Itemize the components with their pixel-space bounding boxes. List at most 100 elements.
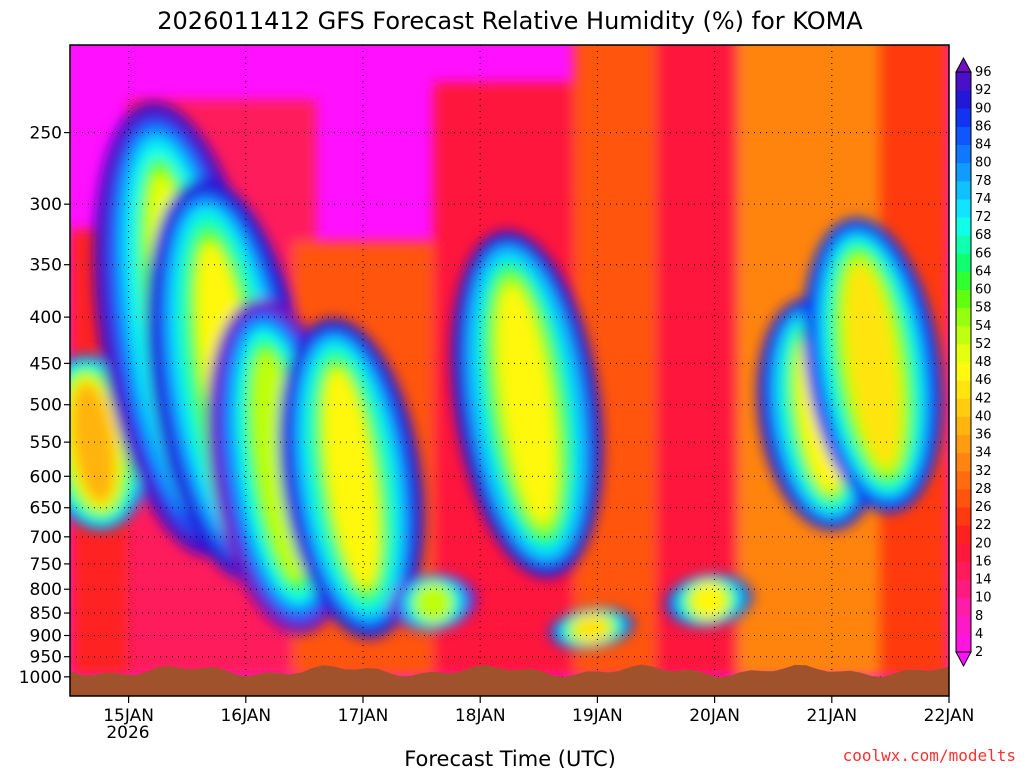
colorbar-label-72: 72	[975, 210, 992, 225]
colorbar-swatch-12	[956, 434, 971, 454]
plume-0-contour-0	[71, 382, 116, 503]
colorbar-swatch-2	[956, 615, 971, 635]
x-tick-label-20JAN: 20JAN	[689, 706, 740, 726]
colorbar-swatch-26	[956, 180, 971, 200]
colorbar-swatch-5	[956, 561, 971, 580]
colorbar-arrow-high	[955, 56, 972, 73]
colorbar-label-46: 46	[975, 373, 992, 388]
colorbar-swatch-7	[956, 525, 971, 544]
gridlines	[70, 45, 949, 696]
plot-area	[70, 45, 949, 696]
plume-5	[389, 573, 478, 632]
colorbar-swatch-11	[956, 452, 971, 472]
x-tick-label-22JAN: 22JAN	[924, 706, 975, 726]
colorbar-label-78: 78	[975, 174, 992, 189]
colorbar-swatch-15	[956, 380, 971, 399]
colorbar-label-34: 34	[975, 446, 992, 461]
colorbar-label-4: 4	[975, 627, 983, 642]
chart-title: 2026011412 GFS Forecast Relative Humidit…	[157, 7, 863, 35]
colorbar-label-58: 58	[975, 301, 992, 316]
plume-5-contour-0	[415, 583, 451, 623]
plume-10-contour-0	[846, 264, 900, 467]
colorbar-arrow-low	[955, 651, 972, 668]
y-tick-label-250: 250	[30, 124, 62, 144]
x-axis-title: Forecast Time (UTC)	[404, 747, 616, 768]
plume-10	[803, 218, 943, 513]
y-tick-label-800: 800	[30, 580, 62, 600]
y-axis: 2503003504004505005506006507007508008509…	[19, 124, 70, 688]
colorbar-swatch-20	[956, 289, 971, 309]
y-tick-label-600: 600	[30, 467, 62, 487]
colorbar-swatch-31	[956, 90, 971, 109]
colorbar-label-48: 48	[975, 355, 992, 370]
y-tick-label-850: 850	[30, 604, 62, 624]
colorbar-swatch-16	[956, 362, 971, 381]
colorbar-swatch-19	[956, 307, 971, 327]
colorbar-swatch-4	[956, 579, 971, 599]
surface-terrain	[70, 664, 949, 696]
x-axis: 15JAN 16JAN 17JAN 18JAN 19JAN 20JAN 21JAN 22JAN	[103, 696, 974, 726]
colorbar-frame	[955, 71, 972, 653]
colorbar-swatch-21	[956, 271, 971, 290]
y-tick-label-300: 300	[30, 195, 62, 215]
y-tick-label-650: 650	[30, 499, 62, 519]
colorbar-swatch-9	[956, 488, 971, 508]
colorbar-label-80: 80	[975, 156, 992, 171]
colorbar-label-20: 20	[975, 536, 992, 551]
colorbar-label-96: 96	[975, 65, 992, 80]
plot-frame	[69, 44, 950, 697]
credit: coolwx.com/modelts	[843, 746, 1016, 765]
colorbar-swatch-18	[956, 325, 971, 345]
colorbar-label-36: 36	[975, 428, 992, 443]
colorbar-swatch-32	[956, 72, 971, 91]
colorbar-swatch-6	[956, 543, 971, 562]
y-tick-label-750: 750	[30, 555, 62, 575]
plume-8	[665, 573, 753, 628]
x-tick-label-19JAN: 19JAN	[572, 706, 623, 726]
x-tick-label-15JAN: 15JAN	[103, 706, 154, 726]
colorbar-swatch-30	[956, 108, 971, 127]
colorbar-swatch-1	[956, 633, 971, 653]
colorbar-swatch-25	[956, 198, 971, 218]
colorbar-label-74: 74	[975, 192, 992, 207]
plume-4-contour-0	[323, 368, 379, 588]
colorbar-swatch-28	[956, 144, 971, 164]
colorbar-label-64: 64	[975, 264, 992, 279]
plume-6	[451, 230, 603, 578]
colorbar: 2481014162022262832343640424648525458606…	[955, 56, 992, 668]
colorbar-swatch-10	[956, 470, 971, 490]
colorbar-swatch-24	[956, 217, 971, 236]
colorbar-label-40: 40	[975, 409, 992, 424]
y-tick-label-550: 550	[30, 433, 62, 453]
colorbar-swatch-17	[956, 343, 971, 363]
plume-8-contour-0	[691, 582, 727, 619]
y-tick-label-350: 350	[30, 256, 62, 276]
x-tick-label-16JAN: 16JAN	[220, 706, 271, 726]
plume-7-contour-0	[574, 614, 609, 643]
y-tick-label-450: 450	[30, 354, 62, 374]
colorbar-swatch-3	[956, 597, 971, 617]
colorbar-label-60: 60	[975, 283, 992, 298]
y-tick-label-500: 500	[30, 396, 62, 416]
colorbar-label-42: 42	[975, 391, 992, 406]
colorbar-swatch-23	[956, 235, 971, 254]
colorbar-label-22: 22	[975, 518, 992, 533]
colorbar-label-66: 66	[975, 246, 992, 261]
plume-6-contour-0	[498, 285, 556, 524]
colorbar-label-10: 10	[975, 591, 992, 606]
colorbar-swatch-8	[956, 507, 971, 526]
colorbar-label-28: 28	[975, 482, 992, 497]
colorbar-label-2: 2	[975, 645, 983, 660]
plume-4	[278, 318, 424, 639]
colorbar-label-8: 8	[975, 609, 983, 624]
colorbar-swatch-29	[956, 126, 971, 145]
y-tick-label-700: 700	[30, 528, 62, 548]
colorbar-label-14: 14	[975, 573, 992, 588]
x-tick-label-21JAN: 21JAN	[806, 706, 857, 726]
colorbar-label-84: 84	[975, 138, 992, 153]
colorbar-label-52: 52	[975, 337, 992, 352]
colorbar-label-16: 16	[975, 554, 992, 569]
plume-7	[549, 607, 634, 650]
x-tick-label-18JAN: 18JAN	[455, 706, 506, 726]
